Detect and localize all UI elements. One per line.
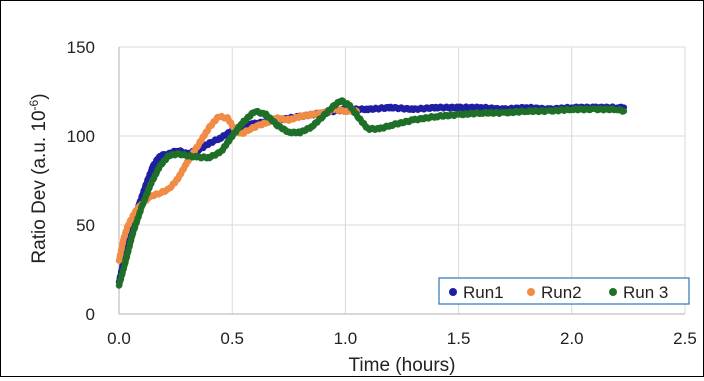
series-layer	[115, 97, 628, 289]
x-axis-title: Time (hours)	[349, 355, 456, 376]
x-tick-label: 1.5	[447, 329, 471, 348]
plot-area	[119, 47, 685, 314]
y-axis-title-suffix: )	[29, 93, 50, 99]
y-tick-label: 50	[76, 216, 95, 235]
x-tick-label: 0.5	[220, 329, 244, 348]
legend-label: Run 3	[623, 283, 668, 302]
y-axis-title-main: Ratio Dev (a.u. 10	[29, 110, 50, 263]
legend-marker	[609, 288, 617, 296]
x-tick-label: 1.0	[334, 329, 358, 348]
y-axis-title-superscript: -6	[27, 99, 41, 110]
data-point	[620, 107, 628, 115]
gridlines	[119, 46, 686, 314]
legend-label: Run2	[541, 283, 582, 302]
y-tick-label: 100	[67, 127, 95, 146]
series-3	[115, 97, 628, 289]
tick-labels: 0.0 0.5 1.0 1.5 2.0 2.5 0 50 100 150	[67, 38, 697, 348]
x-tick-label: 0.0	[107, 329, 131, 348]
x-tick-label: 2.5	[673, 329, 697, 348]
y-tick-label: 150	[67, 38, 95, 57]
legend-marker	[527, 288, 535, 296]
legend-box	[438, 277, 690, 305]
y-tick-label: 0	[86, 305, 95, 324]
legend-marker	[449, 288, 457, 296]
legend-label: Run1	[463, 283, 504, 302]
y-axis-title: Ratio Dev (a.u. 10-6)	[27, 93, 50, 263]
legend: Run1 Run2 Run 3	[438, 277, 690, 305]
x-tick-label: 2.0	[560, 329, 584, 348]
